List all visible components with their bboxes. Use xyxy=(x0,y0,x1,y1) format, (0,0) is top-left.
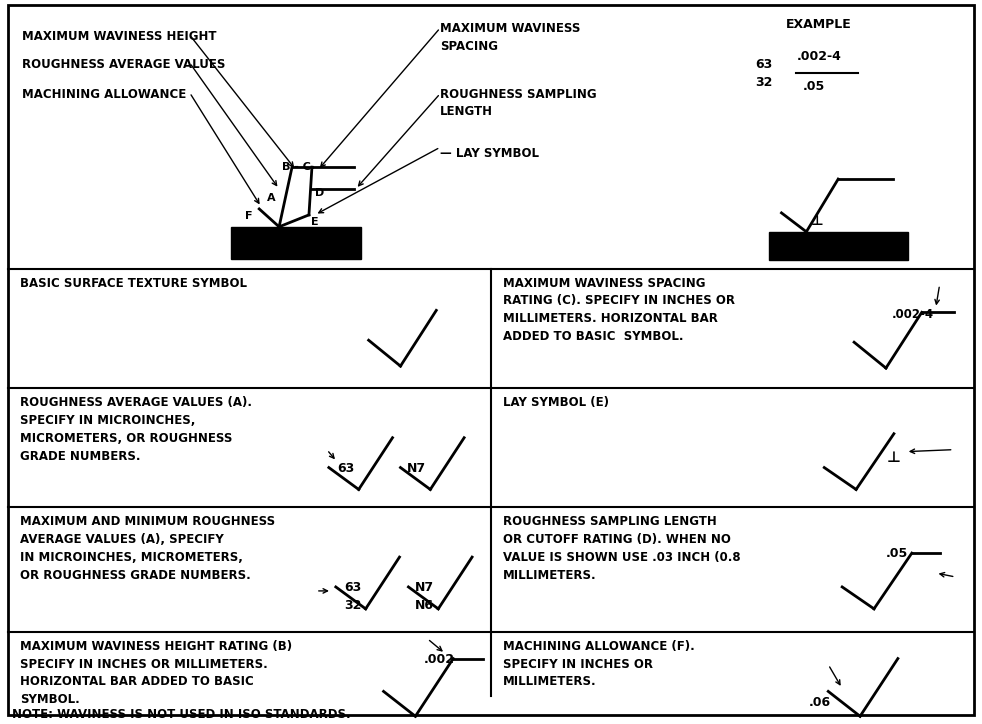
Text: VALUE IS SHOWN USE .03 INCH (0.8: VALUE IS SHOWN USE .03 INCH (0.8 xyxy=(503,551,740,564)
Text: .002: .002 xyxy=(423,652,455,665)
Text: N7: N7 xyxy=(408,462,426,475)
Text: N6: N6 xyxy=(415,599,434,612)
Text: IN MICROINCHES, MICROMETERS,: IN MICROINCHES, MICROMETERS, xyxy=(21,551,244,564)
Text: GRADE NUMBERS.: GRADE NUMBERS. xyxy=(21,450,141,463)
Text: HORIZONTAL BAR ADDED TO BASIC: HORIZONTAL BAR ADDED TO BASIC xyxy=(21,675,254,689)
Text: .05: .05 xyxy=(886,547,908,560)
Text: MILLIMETERS.: MILLIMETERS. xyxy=(503,569,596,582)
Text: ROUGHNESS AVERAGE VALUES (A).: ROUGHNESS AVERAGE VALUES (A). xyxy=(21,396,252,409)
Text: MAXIMUM WAVINESS: MAXIMUM WAVINESS xyxy=(440,22,580,35)
Text: SYMBOL.: SYMBOL. xyxy=(21,694,81,707)
Text: .002-4: .002-4 xyxy=(892,308,934,321)
Text: .06: .06 xyxy=(808,696,831,710)
Text: E: E xyxy=(311,217,318,227)
Text: 63: 63 xyxy=(755,58,773,71)
Text: ⊥: ⊥ xyxy=(810,214,823,228)
Text: LENGTH: LENGTH xyxy=(440,106,493,119)
Text: OR ROUGHNESS GRADE NUMBERS.: OR ROUGHNESS GRADE NUMBERS. xyxy=(21,569,251,582)
Text: OR CUTOFF RATING (D). WHEN NO: OR CUTOFF RATING (D). WHEN NO xyxy=(503,533,731,546)
Text: A: A xyxy=(267,193,276,203)
Text: EXAMPLE: EXAMPLE xyxy=(786,18,851,31)
Text: MACHINING ALLOWANCE (F).: MACHINING ALLOWANCE (F). xyxy=(503,640,694,652)
Text: AVERAGE VALUES (A), SPECIFY: AVERAGE VALUES (A), SPECIFY xyxy=(21,533,224,546)
Text: MAXIMUM WAVINESS HEIGHT RATING (B): MAXIMUM WAVINESS HEIGHT RATING (B) xyxy=(21,640,293,652)
Text: SPECIFY IN MICROINCHES,: SPECIFY IN MICROINCHES, xyxy=(21,414,195,427)
Text: BASIC SURFACE TEXTURE SYMBOL: BASIC SURFACE TEXTURE SYMBOL xyxy=(21,277,247,290)
Text: NOTE: WAVINESS IS NOT USED IN ISO STANDARDS.: NOTE: WAVINESS IS NOT USED IN ISO STANDA… xyxy=(13,708,352,721)
Text: SPACING: SPACING xyxy=(440,40,498,53)
Text: B - C: B - C xyxy=(282,162,311,172)
Text: MAXIMUM AND MINIMUM ROUGHNESS: MAXIMUM AND MINIMUM ROUGHNESS xyxy=(21,515,276,529)
Text: MILLIMETERS.: MILLIMETERS. xyxy=(503,675,596,689)
Text: .05: .05 xyxy=(802,80,825,93)
Text: MACHINING ALLOWANCE: MACHINING ALLOWANCE xyxy=(23,88,187,101)
Text: N7: N7 xyxy=(415,581,434,594)
Text: 32: 32 xyxy=(345,599,361,612)
Text: MICROMETERS, OR ROUGHNESS: MICROMETERS, OR ROUGHNESS xyxy=(21,432,233,445)
Text: .002-4: .002-4 xyxy=(796,50,842,63)
Text: LAY SYMBOL (E): LAY SYMBOL (E) xyxy=(503,396,609,409)
Text: F: F xyxy=(246,211,252,221)
Text: ⊥: ⊥ xyxy=(887,450,900,465)
Text: MILLIMETERS. HORIZONTAL BAR: MILLIMETERS. HORIZONTAL BAR xyxy=(503,312,718,325)
Text: RATING (C). SPECIFY IN INCHES OR: RATING (C). SPECIFY IN INCHES OR xyxy=(503,295,735,308)
Text: — LAY SYMBOL: — LAY SYMBOL xyxy=(440,147,539,160)
Bar xyxy=(769,232,907,260)
Text: ROUGHNESS SAMPLING: ROUGHNESS SAMPLING xyxy=(440,88,597,101)
Text: MAXIMUM WAVINESS HEIGHT: MAXIMUM WAVINESS HEIGHT xyxy=(23,30,217,43)
Text: 32: 32 xyxy=(755,75,773,88)
Text: ADDED TO BASIC  SYMBOL.: ADDED TO BASIC SYMBOL. xyxy=(503,330,683,343)
Text: SPECIFY IN INCHES OR MILLIMETERS.: SPECIFY IN INCHES OR MILLIMETERS. xyxy=(21,657,268,670)
Text: D: D xyxy=(315,188,324,198)
Text: ROUGHNESS AVERAGE VALUES: ROUGHNESS AVERAGE VALUES xyxy=(23,58,226,71)
Bar xyxy=(232,227,360,258)
Text: SPECIFY IN INCHES OR: SPECIFY IN INCHES OR xyxy=(503,657,653,670)
Text: MAXIMUM WAVINESS SPACING: MAXIMUM WAVINESS SPACING xyxy=(503,277,705,290)
Text: ROUGHNESS SAMPLING LENGTH: ROUGHNESS SAMPLING LENGTH xyxy=(503,515,717,529)
Text: 63: 63 xyxy=(345,581,361,594)
Text: 63: 63 xyxy=(338,462,355,475)
